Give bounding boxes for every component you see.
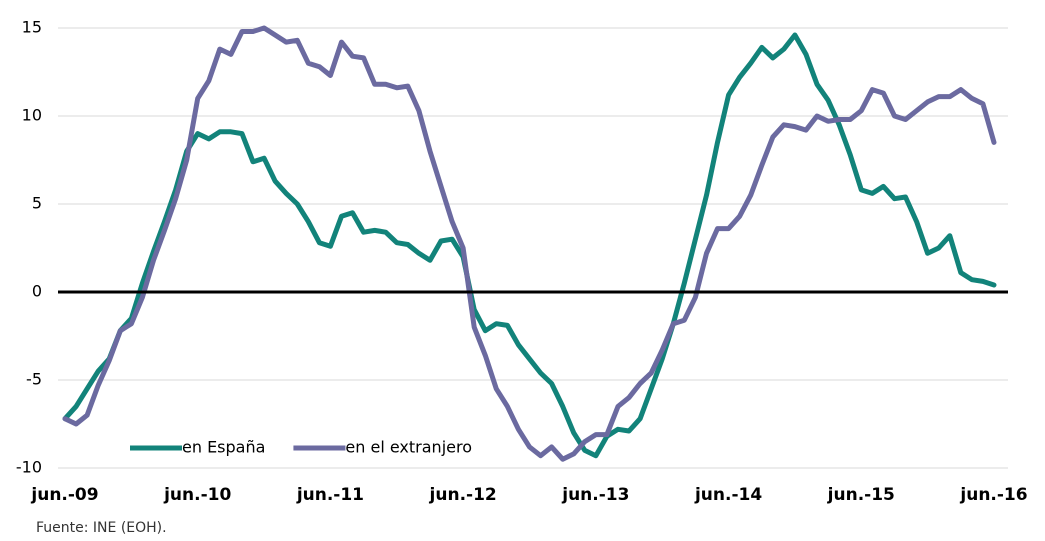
legend-label: en el extranjero [345,438,472,457]
series-line [62,32,997,459]
y-tick-label: 0 [32,282,42,301]
x-tick-label: jun.-10 [163,485,231,505]
y-tick-label: 15 [22,18,42,37]
y-tick-label: -5 [26,370,42,389]
legend-label: en España [182,438,265,457]
x-tick-label: jun.-12 [429,485,497,505]
y-tick-label: 10 [22,106,42,125]
x-tick-label: jun.-14 [694,485,762,505]
y-tick-label: -10 [16,458,42,477]
x-tick-label: jun.-11 [296,485,364,505]
y-tick-label: 5 [32,194,42,213]
x-tick-label: jun.-09 [30,485,98,505]
x-tick-label: jun.-15 [827,485,895,505]
x-tick-label: jun.-13 [561,485,629,505]
x-tick-label: jun.-16 [959,485,1027,505]
series-line [62,25,997,462]
source: Fuente: INE (EOH). [36,520,167,536]
